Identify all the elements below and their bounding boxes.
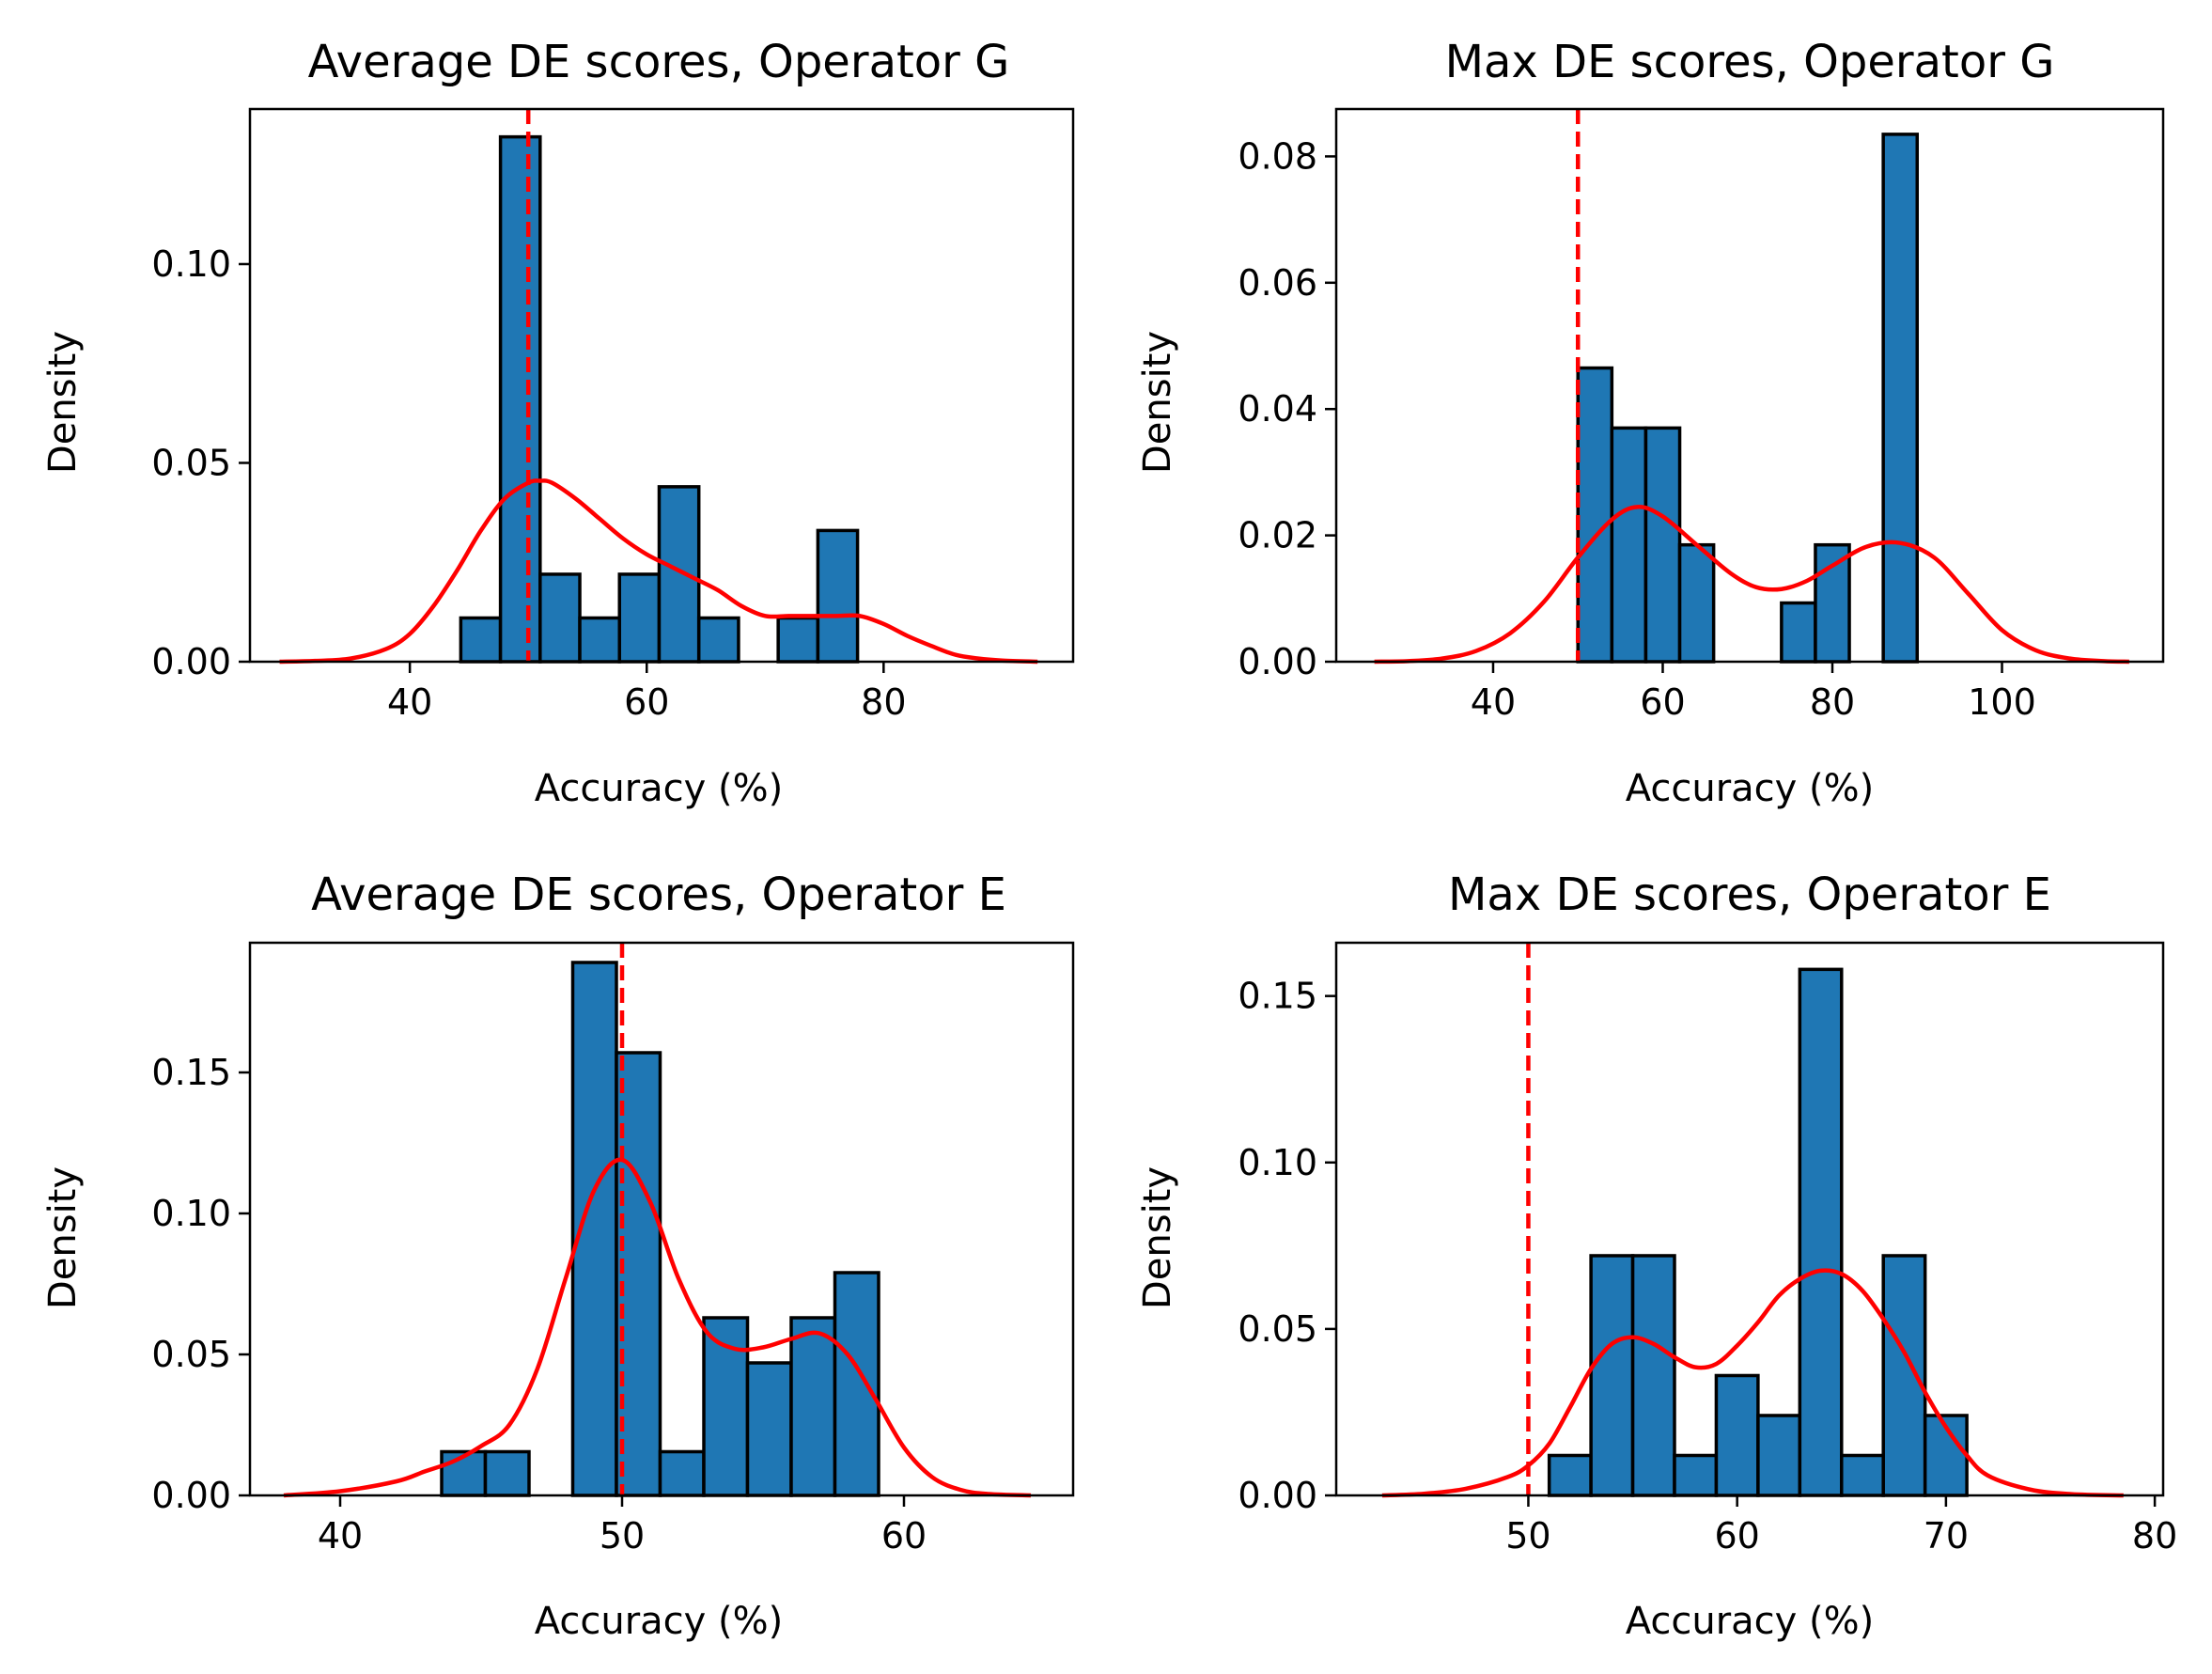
x-tick-label: 60 xyxy=(624,681,669,723)
histogram-bar xyxy=(1798,967,1844,1497)
y-tick-label: 0.05 xyxy=(1238,1308,1317,1350)
x-tick-label: 80 xyxy=(1810,681,1855,723)
kde-curve xyxy=(1381,1268,2124,1498)
histogram-bar xyxy=(833,1271,880,1497)
histogram-bar xyxy=(1673,1453,1719,1497)
y-tick-label: 0.10 xyxy=(1238,1142,1317,1183)
y-tick-label: 0.06 xyxy=(1238,262,1317,304)
plot-frame xyxy=(248,941,1075,1497)
histogram-bar xyxy=(1589,1254,1635,1497)
histogram-bar xyxy=(1630,1254,1676,1497)
histogram-bar xyxy=(578,616,622,664)
y-tick-label: 0.15 xyxy=(151,1052,231,1093)
x-tick-label: 50 xyxy=(600,1515,645,1557)
chart-title: Max DE scores, Operator E xyxy=(1448,868,2051,921)
histogram-bar xyxy=(658,1449,706,1497)
histogram-bar xyxy=(1643,426,1682,664)
chart-title: Average DE scores, Operator E xyxy=(311,868,1006,921)
x-tick-label: 60 xyxy=(1640,681,1685,723)
x-tick-label: 70 xyxy=(1924,1515,1969,1557)
y-tick-label: 0.10 xyxy=(151,243,231,285)
x-tick-label: 40 xyxy=(318,1515,363,1557)
x-tick-label: 50 xyxy=(1505,1515,1550,1557)
y-axis-label: Density xyxy=(41,331,85,474)
histogram-bar xyxy=(617,572,662,664)
y-tick-label: 0.02 xyxy=(1238,515,1317,556)
histogram-bar xyxy=(1677,542,1716,664)
histogram-bar xyxy=(696,616,740,664)
subplot-avg-operator-e: Average DE scores, Operator E Accuracy (… xyxy=(41,868,1075,1643)
y-tick-label: 0.00 xyxy=(1238,1475,1317,1516)
subplot-max-operator-e: Max DE scores, Operator E Accuracy (%) D… xyxy=(1136,868,2177,1643)
x-axis-label: Accuracy (%) xyxy=(1626,767,1875,810)
kde-curve xyxy=(1374,505,2129,665)
x-tick-label: 40 xyxy=(1471,681,1516,723)
x-tick-label: 100 xyxy=(1968,681,2036,723)
x-tick-label: 60 xyxy=(1714,1515,1759,1557)
histogram-bar xyxy=(776,616,820,664)
histogram-bar xyxy=(1881,1254,1927,1497)
y-tick-label: 0.00 xyxy=(1238,641,1317,682)
x-tick-label: 60 xyxy=(881,1515,927,1557)
plot-frame xyxy=(1334,941,2165,1497)
histogram-bar xyxy=(657,485,701,664)
y-tick-label: 0.00 xyxy=(151,641,231,682)
plot-frame xyxy=(248,107,1075,664)
histogram-bar xyxy=(1881,133,1920,664)
y-tick-label: 0.05 xyxy=(151,442,231,483)
y-tick-label: 0.05 xyxy=(151,1334,231,1375)
chart-title: Max DE scores, Operator G xyxy=(1445,36,2055,88)
y-tick-label: 0.15 xyxy=(1238,976,1317,1017)
y-axis-label: Density xyxy=(1136,331,1179,474)
chart-title: Average DE scores, Operator G xyxy=(308,36,1010,88)
histogram-bar xyxy=(789,1316,837,1497)
x-tick-label: 80 xyxy=(861,681,906,723)
histogram-bar xyxy=(745,1361,793,1497)
y-axis-label: Density xyxy=(41,1166,85,1309)
x-tick-label: 40 xyxy=(387,681,432,723)
histogram-bar xyxy=(1840,1453,1885,1497)
histogram-bar xyxy=(1814,542,1851,664)
x-tick-label: 80 xyxy=(2132,1515,2177,1557)
histogram-bar xyxy=(483,1449,531,1497)
histogram-bar xyxy=(1610,426,1648,664)
plot-frame xyxy=(1334,107,2165,664)
x-axis-label: Accuracy (%) xyxy=(1626,1600,1875,1643)
x-axis-label: Accuracy (%) xyxy=(535,1600,784,1643)
subplot-max-operator-g: Max DE scores, Operator G Accuracy (%) D… xyxy=(1136,36,2165,810)
y-tick-label: 0.04 xyxy=(1238,388,1317,430)
kde-curve xyxy=(279,478,1038,665)
histogram-bar xyxy=(538,572,582,664)
y-tick-label: 0.08 xyxy=(1238,135,1317,177)
kde-curve xyxy=(283,1157,1032,1498)
histogram-bar xyxy=(1576,366,1614,664)
histogram-bar xyxy=(816,528,860,664)
histogram-bar xyxy=(459,616,503,664)
y-tick-label: 0.00 xyxy=(151,1475,231,1516)
subplot-avg-operator-g: Average DE scores, Operator G Accuracy (… xyxy=(41,36,1075,810)
histogram-bar xyxy=(1780,601,1817,664)
y-tick-label: 0.10 xyxy=(151,1193,231,1234)
y-axis-label: Density xyxy=(1136,1166,1179,1309)
histogram-bar xyxy=(1547,1453,1593,1497)
histogram-bar xyxy=(498,134,542,664)
histogram-bar xyxy=(1714,1373,1760,1497)
histogram-bar xyxy=(1756,1414,1802,1497)
x-axis-label: Accuracy (%) xyxy=(535,767,784,810)
